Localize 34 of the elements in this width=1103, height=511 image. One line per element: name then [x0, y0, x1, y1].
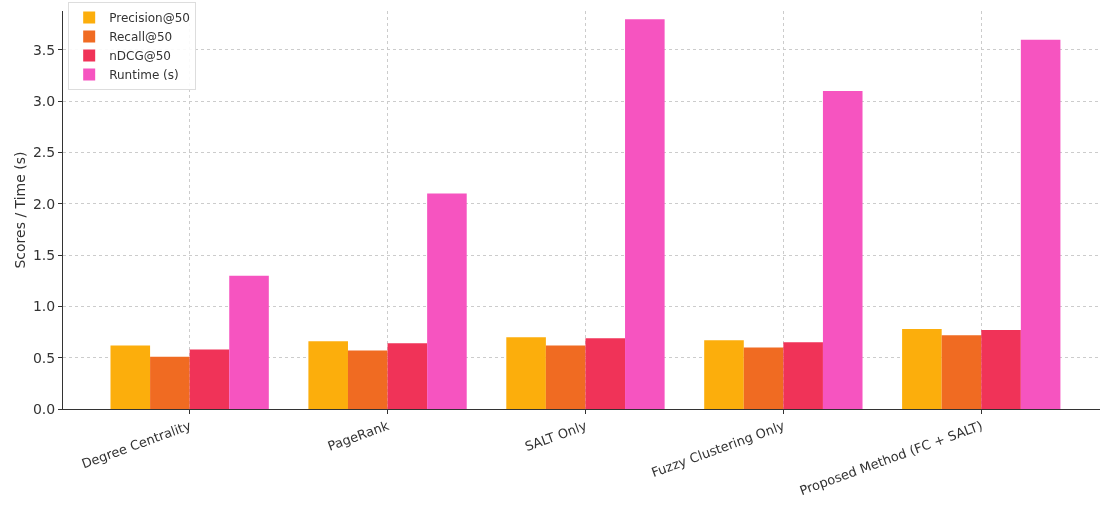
bar [704, 340, 744, 409]
y-tick-label: 3.5 [32, 41, 56, 58]
y-tick-label: 0.0 [32, 400, 56, 417]
y-tick-label: 1.5 [32, 247, 56, 264]
x-tick-label: SALT Only [522, 417, 589, 455]
y-axis-title: Scores / Time (s) [12, 151, 28, 269]
y-tick-label: 2.0 [32, 195, 56, 212]
legend-label: nDCG@50 [109, 49, 171, 64]
bar [941, 335, 982, 409]
bar [229, 275, 269, 409]
bar [308, 341, 348, 409]
legend-label: Runtime (s) [109, 68, 179, 83]
bar [625, 19, 665, 409]
bar [110, 345, 151, 409]
y-tick-label: 3.0 [32, 93, 56, 110]
bar [189, 349, 230, 409]
legend-label: Recall@50 [109, 30, 173, 45]
y-tick-label: 0.5 [32, 349, 56, 366]
bar [981, 330, 1021, 409]
bar [743, 347, 784, 409]
bar [585, 338, 626, 409]
bar [347, 350, 388, 409]
bar [427, 193, 467, 409]
bar [783, 342, 823, 409]
bar [150, 356, 190, 409]
bar [1020, 39, 1061, 409]
bar [822, 91, 863, 409]
legend-label: Precision@50 [109, 11, 190, 26]
y-tick-label: 1.0 [32, 298, 56, 315]
bar [902, 328, 942, 409]
bar [387, 343, 428, 409]
bar [545, 345, 586, 409]
bar [506, 337, 546, 409]
y-tick-label: 2.5 [32, 144, 56, 161]
